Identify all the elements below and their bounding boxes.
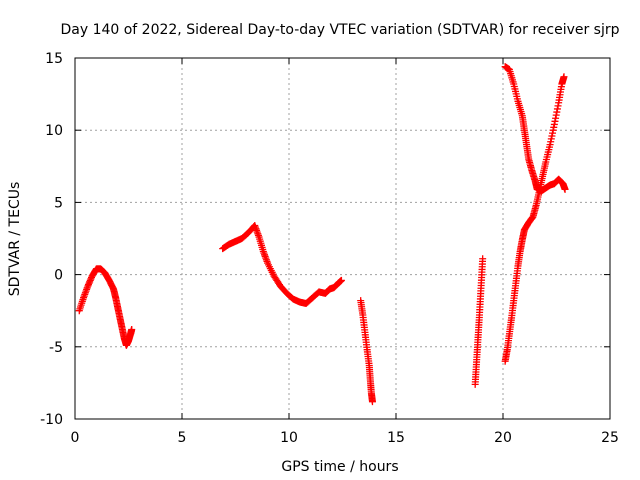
data-point-series-2: [337, 276, 345, 284]
x-tick-label: 25: [601, 430, 619, 446]
x-tick-label: 10: [280, 430, 298, 446]
data-point-series-5: [561, 185, 569, 193]
axis-ticks: 0 5 10 15 20 25 -10 -5 0 5 10 15: [40, 51, 619, 446]
chart-title: Day 140 of 2022, Sidereal Day-to-day VTE…: [60, 22, 619, 38]
data-point-series-4: [479, 255, 487, 263]
y-tick-label: 10: [45, 123, 63, 139]
x-tick-label: 15: [387, 430, 405, 446]
y-tick-label: 15: [45, 51, 63, 67]
y-tick-label: 5: [54, 195, 63, 211]
x-axis-label: GPS time / hours: [281, 459, 398, 475]
data-points: [75, 63, 569, 406]
x-tick-label: 5: [178, 430, 187, 446]
x-tick-label: 0: [71, 430, 80, 446]
data-point-series-6: [560, 73, 568, 81]
grid: [75, 58, 610, 419]
data-point-series-3: [368, 398, 376, 406]
y-tick-label: -5: [49, 340, 63, 356]
x-tick-label: 20: [494, 430, 512, 446]
y-axis-label: SDTVAR / TECUs: [7, 182, 23, 297]
y-tick-label: -10: [40, 412, 63, 428]
plot-frame: [74, 57, 611, 420]
y-tick-label: 0: [54, 268, 63, 284]
data-point-series-1: [128, 325, 136, 333]
